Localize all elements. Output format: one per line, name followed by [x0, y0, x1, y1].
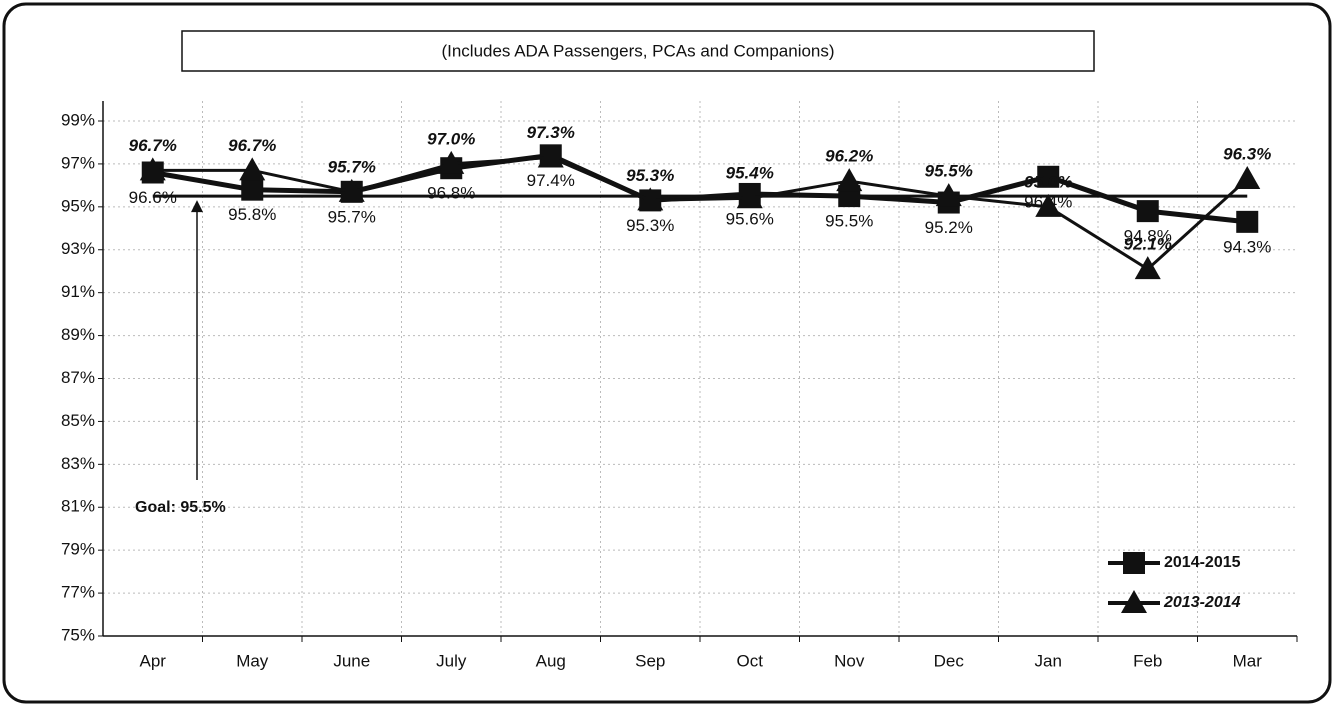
- data-point: [736, 185, 763, 209]
- data-point: [637, 187, 664, 211]
- data-label: 96.8%: [427, 184, 475, 203]
- data-point: [1037, 165, 1060, 188]
- x-tick-label: July: [436, 651, 467, 670]
- data-point: [1134, 256, 1161, 280]
- data-point: [338, 178, 365, 202]
- data-label: 96.6%: [129, 188, 177, 207]
- data-label: 96.3%: [1223, 144, 1271, 163]
- data-label: 96.7%: [129, 136, 177, 155]
- legend-label: 2014-2015: [1164, 554, 1241, 571]
- title-box: [181, 30, 1095, 72]
- data-point: [836, 168, 863, 192]
- data-label: 95.7%: [328, 157, 376, 176]
- x-tick-label: Dec: [934, 651, 965, 670]
- data-label: 95.3%: [626, 166, 674, 185]
- data-point: [1236, 210, 1259, 233]
- data-label: 97.0%: [427, 129, 475, 148]
- data-label: 95.3%: [626, 216, 674, 235]
- y-tick-label: 97%: [61, 153, 95, 172]
- data-point: [438, 150, 465, 174]
- data-label: 97.3%: [527, 123, 575, 142]
- goal-arrow-head: [191, 200, 203, 213]
- data-label: 96.7%: [228, 136, 276, 155]
- data-label: 95.0%: [1024, 172, 1072, 191]
- y-tick-label: 93%: [61, 239, 95, 258]
- chart-title: (Includes ADA Passengers, PCAs and Compa…: [441, 41, 834, 60]
- data-label: 95.7%: [328, 207, 376, 226]
- x-tick-label: Feb: [1133, 651, 1162, 670]
- y-tick-label: 75%: [61, 625, 95, 644]
- legend-marker: [1121, 590, 1147, 613]
- x-tick-label: Mar: [1233, 651, 1263, 670]
- data-label: 94.3%: [1223, 237, 1271, 256]
- data-point: [239, 157, 266, 181]
- y-tick-label: 85%: [61, 411, 95, 430]
- data-label: 96.2%: [825, 147, 873, 166]
- x-tick-label: Aug: [536, 651, 566, 670]
- series-line: [152, 155, 1249, 271]
- data-label: 95.4%: [726, 164, 774, 183]
- data-point: [1035, 193, 1062, 217]
- y-tick-label: 89%: [61, 325, 95, 344]
- y-tick-label: 99%: [61, 110, 95, 129]
- y-tick-label: 77%: [61, 583, 95, 602]
- x-tick-label: Sep: [635, 651, 665, 670]
- data-label: 95.5%: [925, 162, 973, 181]
- y-tick-label: 91%: [61, 282, 95, 301]
- data-label: 95.6%: [726, 209, 774, 228]
- legend-marker: [1123, 552, 1145, 574]
- x-tick-label: Apr: [140, 651, 167, 670]
- data-label: 97.4%: [527, 171, 575, 190]
- legend-label: 2013-2014: [1163, 594, 1241, 611]
- data-label: 95.5%: [825, 212, 873, 231]
- x-tick-label: Oct: [737, 651, 764, 670]
- data-label: 95.8%: [228, 205, 276, 224]
- x-tick-label: June: [333, 651, 370, 670]
- series-line: [152, 152, 1248, 225]
- data-label: 94.8%: [1124, 227, 1172, 246]
- y-tick-label: 81%: [61, 497, 95, 516]
- y-tick-label: 87%: [61, 368, 95, 387]
- data-point: [1136, 200, 1159, 223]
- data-point: [139, 157, 166, 181]
- x-tick-label: Jan: [1035, 651, 1062, 670]
- y-tick-label: 95%: [61, 196, 95, 215]
- data-label: 95.2%: [925, 218, 973, 237]
- y-tick-label: 83%: [61, 454, 95, 473]
- x-tick-label: Nov: [834, 651, 865, 670]
- goal-label: Goal: 95.5%: [135, 499, 226, 516]
- data-label: 92.1%: [1124, 235, 1172, 254]
- data-point: [241, 178, 264, 201]
- data-point: [537, 144, 564, 168]
- x-tick-label: May: [236, 651, 269, 670]
- data-point: [1234, 165, 1261, 189]
- data-point: [935, 183, 962, 207]
- y-tick-label: 79%: [61, 540, 95, 559]
